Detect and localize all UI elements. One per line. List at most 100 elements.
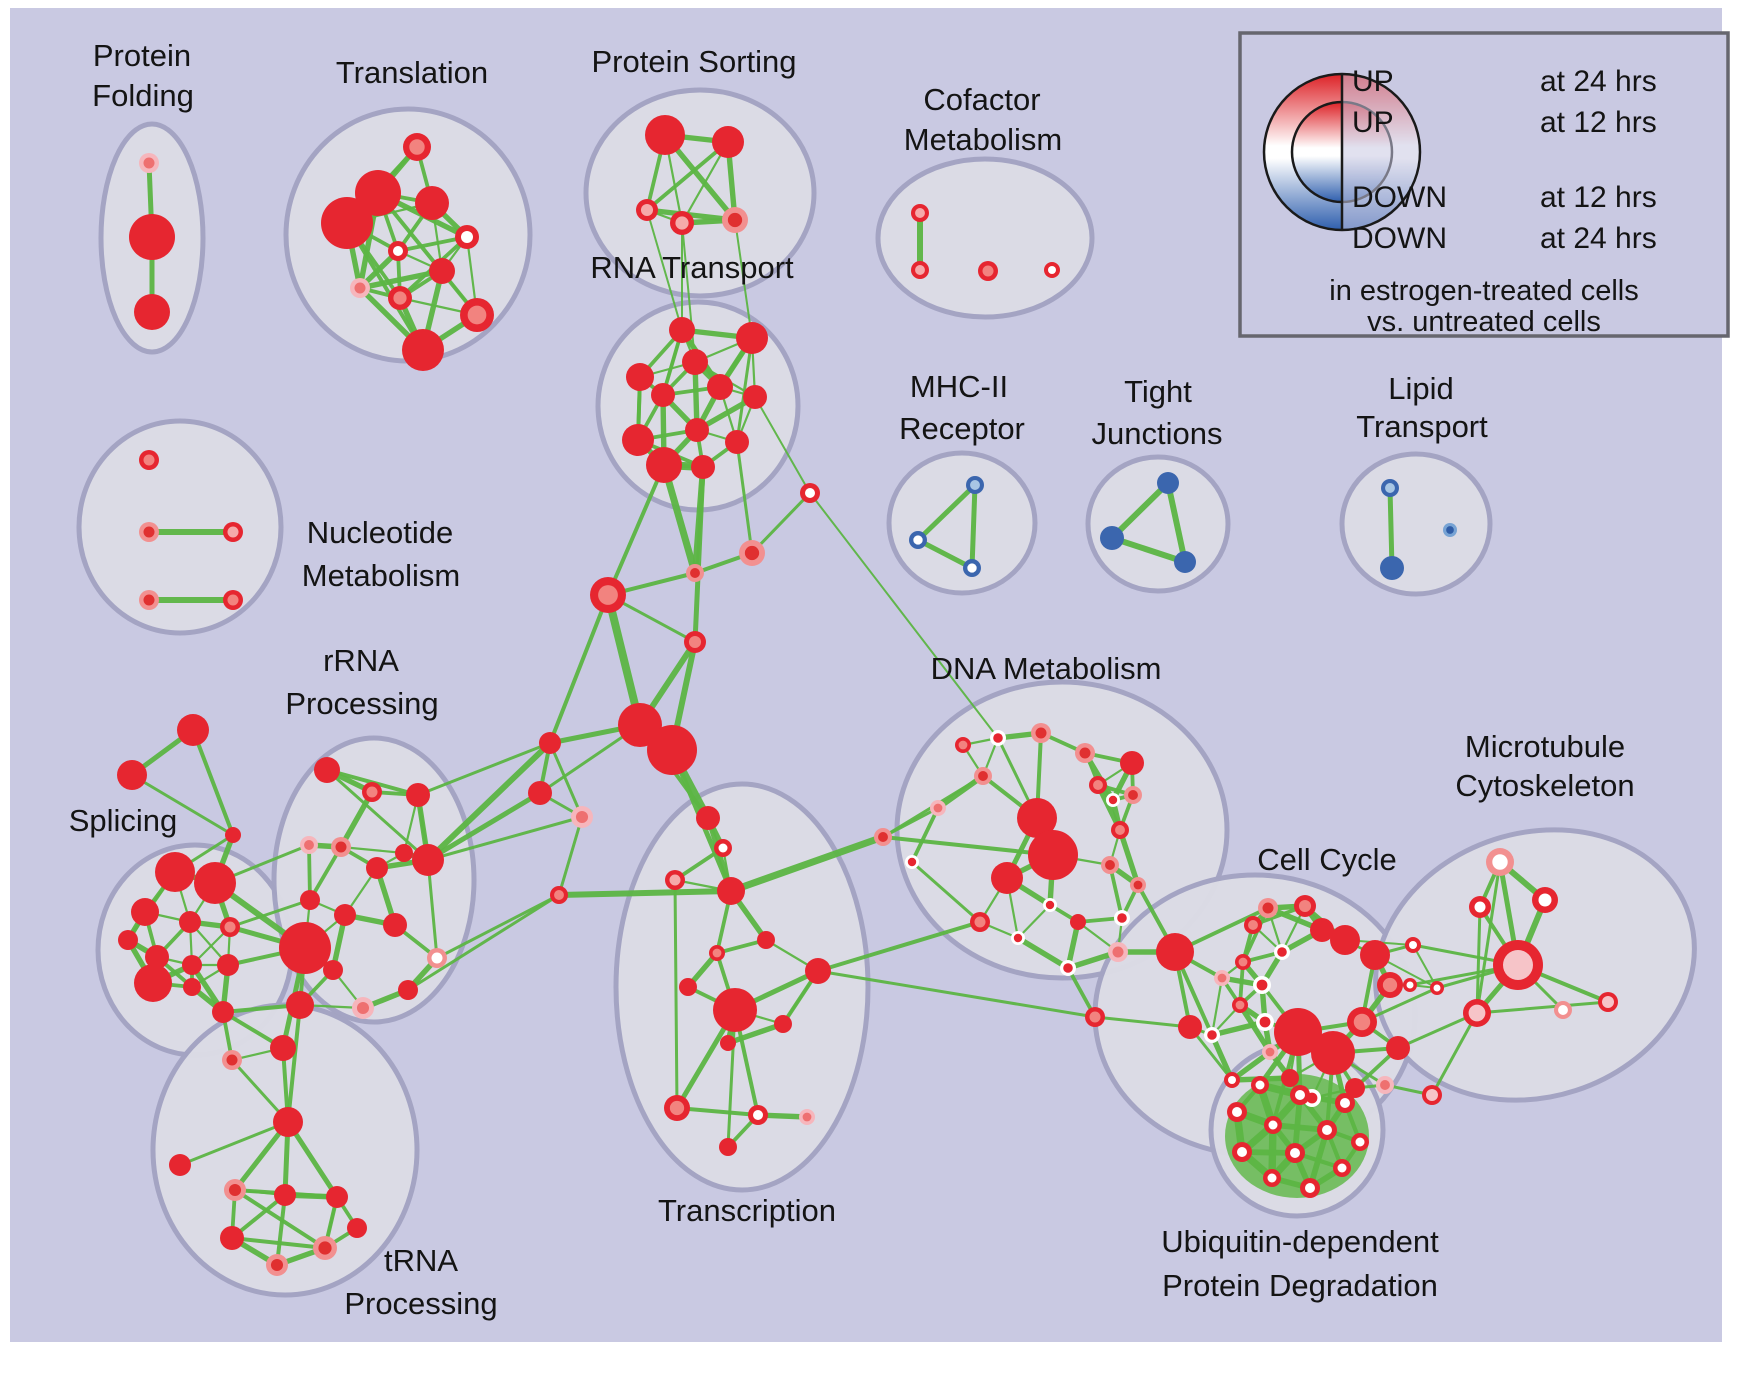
edge-link-transcription-dna — [816, 969, 1097, 1019]
edge-link-cc-micro — [1396, 1011, 1479, 1050]
labels-layer: Protein Folding Translation Protein Sorting… — [69, 38, 1635, 1321]
node-rrna-14 — [286, 991, 314, 1019]
node-center-cc-22 — [1265, 1047, 1275, 1057]
cluster-label-trna-0: tRNA — [384, 1243, 458, 1278]
cluster-label-tight_junctions-1: Junctions — [1092, 416, 1223, 451]
node-center-dna-10 — [1108, 795, 1118, 805]
node-rna_transport-4 — [707, 374, 733, 400]
node-center-micro-3 — [1409, 941, 1417, 949]
node-splicing-2 — [131, 898, 159, 926]
node-center-protein_sorting-3 — [675, 216, 689, 230]
node-center-translation-4 — [461, 231, 473, 243]
node-center-ubiq-1 — [1295, 1090, 1305, 1100]
node-transcription-10 — [720, 1035, 736, 1051]
node-center-dna-4 — [933, 803, 943, 813]
edge-transcription — [673, 878, 679, 1110]
node-cc-14 — [1274, 1008, 1322, 1056]
node-rrna-7 — [412, 844, 444, 876]
nodes-layer — [117, 115, 1618, 1276]
edge-splicing — [130, 773, 235, 837]
edge-trna — [178, 1120, 290, 1167]
node-splicing-8 — [183, 978, 201, 996]
legend-time-3: at 24 hrs — [1540, 222, 1657, 255]
edge-link-transcription-dna — [816, 920, 982, 973]
cluster-label-micro-1: Cytoskeleton — [1455, 768, 1634, 803]
edge-micro — [1475, 905, 1482, 1015]
cluster-label-ubiq-1: Protein Degradation — [1162, 1268, 1438, 1303]
edge-link-protein_sorting-rna_transport — [646, 209, 683, 331]
node-transcription-4 — [757, 931, 775, 949]
node-center-core-9 — [744, 545, 760, 561]
edge-core — [557, 815, 584, 897]
edge-tight_junctions — [1165, 480, 1188, 565]
node-center-cc-2 — [1248, 920, 1258, 930]
node-center-cc-13 — [1259, 1016, 1271, 1028]
node-center-ubiq-8 — [1290, 1148, 1300, 1158]
node-cc-4 — [1310, 918, 1334, 942]
node-trna-5 — [220, 1226, 244, 1250]
edge-dna — [910, 860, 982, 924]
node-center-micro-1 — [1538, 893, 1552, 907]
node-rna_transport-1 — [736, 322, 768, 354]
node-center-micro-11 — [1426, 1089, 1438, 1101]
node-center-nucleotide-0 — [143, 454, 155, 466]
edge-tight_junctions — [1109, 480, 1171, 541]
node-splicing-7 — [134, 964, 172, 1002]
edge-link-core-rrna — [425, 740, 553, 863]
node-dna-8 — [1120, 751, 1144, 775]
edge-rrna — [338, 789, 375, 850]
node-center-lipid-2 — [1446, 526, 1454, 534]
edge-link-core-rrna — [426, 815, 584, 862]
node-dna-6 — [1028, 830, 1078, 880]
node-center-trna-2 — [228, 1183, 242, 1197]
node-center-nucleotide-4 — [227, 594, 239, 606]
node-splicing-6 — [182, 955, 202, 975]
edge-link-transcription-dna — [881, 835, 1055, 857]
node-translation-2 — [415, 186, 449, 220]
node-center-cofactor-3 — [1048, 266, 1056, 274]
edge-dna — [1093, 1015, 1192, 1029]
node-trna-1 — [169, 1154, 191, 1176]
node-center-dna-22 — [1063, 963, 1073, 973]
node-center-transcription-15 — [878, 832, 888, 842]
node-center-dna-18 — [1105, 860, 1115, 870]
node-rna_transport-10 — [646, 447, 682, 483]
node-splicing-9 — [217, 954, 239, 976]
node-center-ubiq-7 — [1237, 1147, 1247, 1157]
edge-link-core-dna — [809, 492, 999, 739]
node-center-dna-16 — [1115, 825, 1125, 835]
node-center-mhc-0 — [970, 480, 980, 490]
node-center-dna-15 — [1013, 933, 1023, 943]
node-cc-18 — [1281, 1069, 1299, 1087]
edge-dna — [1117, 827, 1141, 888]
legend: UP at 24 hrs UP at 12 hrs DOWN at 12 hrs DOWN a… — [1238, 31, 1730, 338]
node-center-core-1 — [688, 635, 702, 649]
cluster-label-micro-0: Microtubule — [1465, 729, 1625, 764]
cluster-label-mhc-0: MHC-II — [910, 369, 1008, 404]
node-center-cc-8 — [1238, 957, 1248, 967]
cluster-ellipse-transcription — [613, 781, 871, 1193]
edge-trna — [230, 1236, 327, 1250]
node-cc-6 — [1360, 940, 1390, 970]
node-center-cc-16 — [1353, 1013, 1371, 1031]
node-rna_transport-6 — [743, 385, 767, 409]
node-rna_transport-9 — [725, 430, 749, 454]
edge-trna — [275, 1193, 287, 1267]
node-tight_junctions-0 — [1157, 472, 1179, 494]
edge-link-core-rrna — [406, 893, 561, 992]
cluster-label-ubiq-0: Ubiquitin-dependent — [1161, 1224, 1439, 1259]
edge-link-trna-rrna — [286, 1003, 302, 1124]
edge-micro — [1475, 1000, 1610, 1015]
node-center-translation-0 — [409, 139, 425, 155]
node-core-5 — [528, 781, 552, 805]
node-protein_folding-2 — [134, 294, 170, 330]
node-rna_transport-8 — [622, 424, 654, 456]
node-rrna-9 — [334, 904, 356, 926]
node-center-rrna-3 — [304, 840, 314, 850]
node-center-cc-1 — [1298, 899, 1312, 913]
edge-dna — [1108, 863, 1124, 920]
edge-link-protein_sorting-rna_transport — [734, 219, 753, 339]
node-rna_transport-2 — [626, 363, 654, 391]
node-core-4 — [539, 732, 561, 754]
node-center-dna-1 — [1035, 727, 1047, 739]
